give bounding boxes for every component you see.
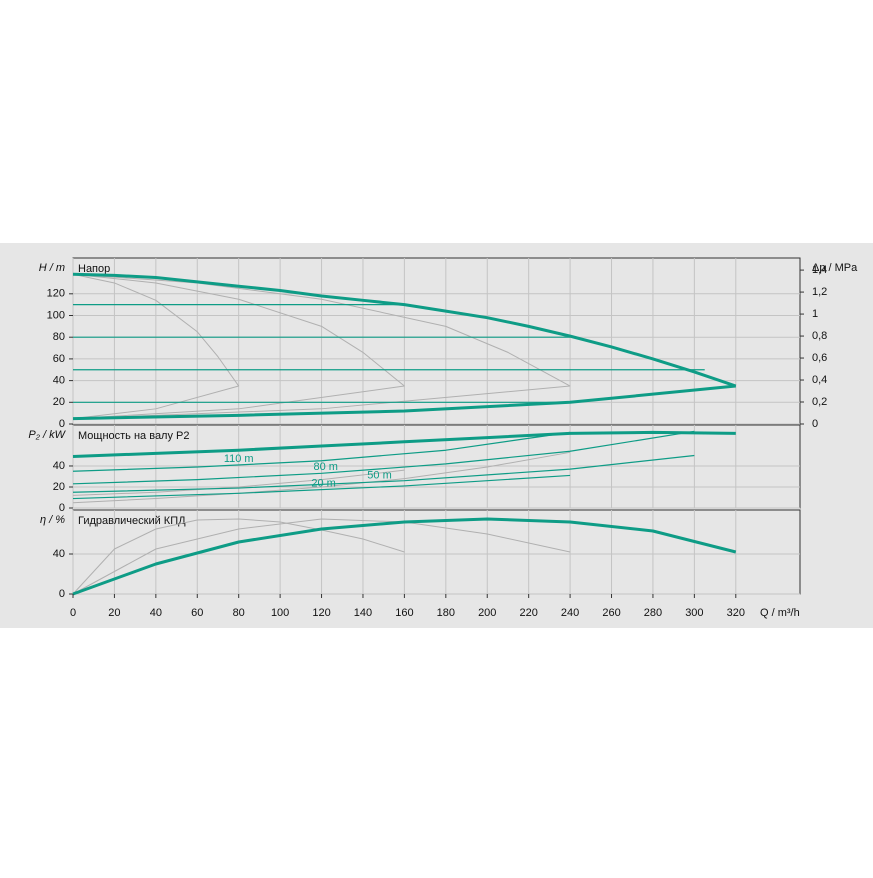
x-tick-label: 60: [191, 607, 203, 619]
curve: [72, 518, 571, 595]
x-axis-title: Q / m³/h: [760, 607, 800, 619]
line-label: 50 m: [367, 470, 391, 482]
y-axis-title: η / %: [40, 514, 65, 526]
curve: [72, 474, 571, 500]
curve: [72, 385, 571, 420]
panel-title: Мощность на валу P2: [78, 430, 190, 442]
y-tick-label: 20: [53, 481, 65, 493]
x-tick-label: 0: [70, 607, 76, 619]
curve: [72, 430, 736, 459]
y2-tick-label: 0,6: [812, 352, 827, 364]
curve: [72, 517, 737, 596]
x-tick-label: 180: [437, 607, 455, 619]
panel-title: Напор: [78, 263, 110, 275]
y-tick-label: 0: [59, 588, 65, 600]
line-label: 20 m: [311, 477, 335, 489]
x-tick-label: 300: [685, 607, 703, 619]
y2-tick-label: 0,2: [812, 396, 827, 408]
x-tick-label: 240: [561, 607, 579, 619]
y-tick-label: 120: [47, 288, 65, 300]
x-tick-label: 100: [271, 607, 289, 619]
y-axis-title: P₂ / kW: [28, 429, 66, 441]
y-axis-title: H / m: [39, 262, 65, 274]
y-tick-label: 0: [59, 502, 65, 514]
y2-tick-label: 0,8: [812, 330, 827, 342]
curve: [72, 273, 240, 387]
curve: [72, 451, 571, 504]
curve: [72, 384, 736, 421]
x-tick-label: 320: [727, 607, 745, 619]
plot-area: [72, 257, 801, 425]
curve: [72, 272, 737, 388]
x-tick-label: 280: [644, 607, 662, 619]
curve: [72, 469, 405, 496]
x-tick-label: 120: [312, 607, 330, 619]
curve: [72, 273, 405, 387]
curve: [72, 518, 405, 595]
y-tick-label: 60: [53, 353, 65, 365]
y2-tick-label: 0,4: [812, 374, 827, 386]
line-label: 110 m: [224, 453, 254, 465]
y-tick-label: 0: [59, 418, 65, 430]
x-tick-label: 260: [602, 607, 620, 619]
plot-area: [72, 509, 801, 595]
y-tick-label: 40: [53, 375, 65, 387]
curve: [72, 454, 695, 493]
y2-tick-label: 1,4: [812, 264, 827, 276]
curve: [72, 385, 405, 420]
y-tick-label: 100: [47, 309, 65, 321]
x-tick-label: 160: [395, 607, 413, 619]
y-tick-label: 20: [53, 396, 65, 408]
y-tick-label: 80: [53, 331, 65, 343]
y2-tick-label: 1,2: [812, 286, 827, 298]
x-tick-label: 200: [478, 607, 496, 619]
y-tick-label: 40: [53, 460, 65, 472]
y2-tick-label: 0: [812, 418, 818, 430]
y-tick-label: 40: [53, 548, 65, 560]
x-tick-label: 20: [108, 607, 120, 619]
curve: [72, 273, 571, 387]
y2-tick-label: 1: [812, 308, 818, 320]
x-tick-label: 80: [233, 607, 245, 619]
curve: [72, 385, 239, 420]
x-tick-label: 140: [354, 607, 372, 619]
y2-axis-title: Δp / MPa: [812, 262, 858, 274]
curve: [72, 430, 695, 485]
line-label: 80 m: [313, 461, 337, 473]
x-tick-label: 40: [150, 607, 162, 619]
panel-title: Гидравлический КПД: [78, 515, 186, 527]
x-tick-label: 220: [519, 607, 537, 619]
curve: [72, 431, 571, 472]
